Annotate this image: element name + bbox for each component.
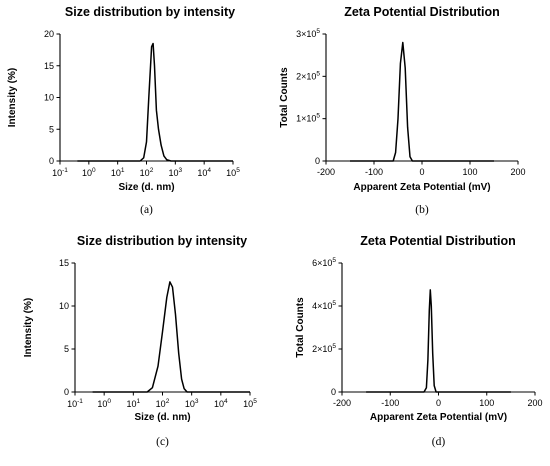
panel-c-series-line	[92, 281, 250, 393]
panel-a-x-tick-label: 102	[140, 167, 154, 178]
panel-a-x-tick-label: 101	[111, 167, 125, 178]
panel-a-title: Size distribution by intensity	[65, 5, 235, 19]
panel-a-x-tick-label: 10-1	[52, 167, 68, 178]
panel-d-x-tick-label: -100	[381, 398, 399, 408]
panel-b-x-tick-label: 100	[462, 167, 477, 177]
panel-b-x-tick-label: 0	[419, 167, 424, 177]
panel-c-y-tick-label: 10	[59, 301, 69, 311]
panel-b-series-line	[350, 41, 494, 162]
panel-b-x-axis-label: Apparent Zeta Potential (mV)	[353, 182, 490, 193]
panel-b-y-tick-label: 2×105	[296, 70, 320, 81]
panel-d: Zeta Potential Distribution -200 -100 0 100 2…	[295, 234, 543, 448]
panel-c-x-tick-label: 103	[185, 398, 199, 409]
panel-d-y-axis-label: Total Counts	[295, 297, 306, 358]
panel-a-caption: (a)	[140, 204, 153, 216]
panel-c-x-tick-label: 101	[127, 398, 141, 409]
panel-b-x-tick-label: -200	[317, 167, 335, 177]
panel-d-y-tick-label: 2×105	[312, 343, 336, 354]
panel-a-y-tick-label: 15	[44, 61, 54, 71]
panel-a-y-tick-label: 5	[49, 124, 54, 134]
panel-b-y-tick-label: 0	[315, 156, 320, 166]
panel-b-y-axis-label: Total Counts	[279, 67, 290, 128]
panel-c-y-axis-label: Intensity (%)	[23, 298, 34, 357]
panel-a-x-tick-label: 105	[226, 167, 240, 178]
panel-d-title: Zeta Potential Distribution	[360, 234, 516, 248]
panel-a-x-tick-label: 103	[169, 167, 183, 178]
panel-a-y-axis-label: Intensity (%)	[7, 68, 18, 127]
panel-c-title: Size distribution by intensity	[77, 234, 247, 248]
panel-d-y-tick-label: 4×105	[312, 300, 336, 311]
panel-b-x-tick-label: 200	[510, 167, 525, 177]
panel-d-x-tick-label: 200	[527, 398, 542, 408]
panel-c-x-tick-label: 100	[97, 398, 111, 409]
panel-b: Zeta Potential Distribution -200 -100 0 100 2…	[279, 5, 526, 216]
panel-c-x-tick-label: 104	[214, 398, 228, 409]
panel-d-series-line	[366, 289, 511, 393]
panel-c-x-tick-label: 102	[156, 398, 170, 409]
panel-c-x-tick-label: 105	[243, 398, 257, 409]
panel-a-y-tick-label: 20	[44, 29, 54, 39]
panel-c-y-tick-label: 5	[64, 344, 69, 354]
panel-c-x-axis-label: Size (d. nm)	[134, 412, 190, 423]
panel-d-caption: (d)	[432, 436, 446, 448]
panel-b-caption: (b)	[415, 204, 429, 216]
panel-d-y-tick-label: 0	[331, 387, 336, 397]
panel-a-x-axis-label: Size (d. nm)	[118, 182, 174, 193]
panel-b-x-tick-label: -100	[365, 167, 383, 177]
panel-c-caption: (c)	[156, 436, 169, 448]
panel-a-y-tick-label: 0	[49, 156, 54, 166]
panel-b-y-tick-label: 1×105	[296, 113, 320, 124]
panel-d-x-tick-label: -200	[333, 398, 351, 408]
panel-c-x-tick-label: 10-1	[67, 398, 83, 409]
panel-c-y-tick-label: 15	[59, 258, 69, 268]
panel-a-series-line	[77, 42, 233, 162]
panel-d-x-axis-label: Apparent Zeta Potential (mV)	[370, 412, 507, 423]
panel-b-title: Zeta Potential Distribution	[344, 5, 500, 19]
panel-d-y-tick-label: 6×105	[312, 257, 336, 268]
panel-a-y-tick-label: 10	[44, 93, 54, 103]
panel-b-y-tick-label: 3×105	[296, 28, 320, 39]
panel-d-x-tick-label: 0	[436, 398, 441, 408]
panel-a-x-tick-label: 100	[82, 167, 96, 178]
panel-d-x-tick-label: 100	[479, 398, 494, 408]
panel-c-y-tick-label: 0	[64, 387, 69, 397]
panel-a-x-tick-label: 104	[197, 167, 211, 178]
